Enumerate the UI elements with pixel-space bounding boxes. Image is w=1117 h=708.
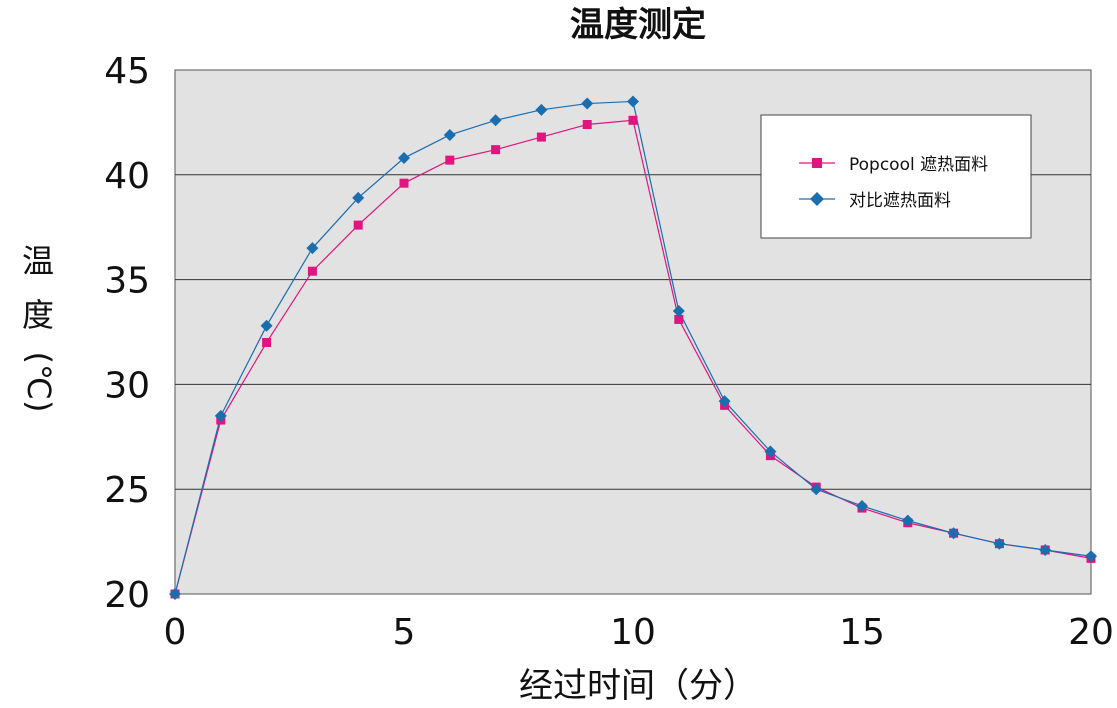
data-point-series-0 xyxy=(491,145,501,155)
x-tick-label: 5 xyxy=(393,612,416,653)
y-axis-label-char: 度 xyxy=(22,296,54,334)
data-point-series-1 xyxy=(535,103,548,116)
data-point-series-0 xyxy=(674,314,684,324)
x-tick-label: 15 xyxy=(839,612,885,653)
chart-title: 温度测定 xyxy=(570,5,706,45)
data-point-series-1 xyxy=(627,95,639,108)
legend-marker-comparison xyxy=(810,192,824,206)
legend-label-comparison: 对比遮热面料 xyxy=(849,191,951,211)
legend-box xyxy=(760,114,1032,239)
data-point-series-1 xyxy=(1085,550,1097,563)
data-point-series-1 xyxy=(810,483,823,496)
tick-labels: 20 25 30 35 40 45 0 5 10 15 20 xyxy=(104,51,1114,653)
data-point-series-1 xyxy=(352,191,365,204)
grid-lines xyxy=(175,174,1091,490)
y-tick-label: 20 xyxy=(104,575,150,616)
x-tick-label: 10 xyxy=(610,612,656,653)
data-point-series-0 xyxy=(628,115,638,125)
data-point-series-0 xyxy=(445,155,455,165)
data-point-series-1 xyxy=(443,128,456,141)
series-layer xyxy=(169,95,1097,600)
y-axis-label-char: 温 xyxy=(22,242,54,280)
data-point-series-1 xyxy=(489,114,502,127)
data-point-series-1 xyxy=(260,319,273,332)
data-point-series-1 xyxy=(856,499,868,512)
legend: Popcool 遮热面料 对比遮热面料 xyxy=(760,114,1032,239)
y-axis-label: 温 度 (℃) xyxy=(20,242,58,412)
data-point-series-1 xyxy=(1039,543,1052,556)
x-axis-label: 经过时间（分） xyxy=(519,666,757,706)
data-point-series-0 xyxy=(399,178,409,188)
data-point-series-0 xyxy=(307,266,317,276)
y-tick-label: 40 xyxy=(104,156,150,197)
legend-marker-popcool xyxy=(812,158,822,168)
data-point-series-1 xyxy=(169,588,181,600)
data-point-series-1 xyxy=(398,152,410,165)
data-point-series-1 xyxy=(993,537,1006,550)
data-point-series-0 xyxy=(353,220,363,230)
x-tick-label: 0 xyxy=(164,612,187,653)
data-point-series-1 xyxy=(947,527,960,540)
data-point-series-0 xyxy=(262,337,272,347)
data-point-series-1 xyxy=(672,305,685,318)
data-point-series-1 xyxy=(306,242,319,255)
legend-label-popcool: Popcool 遮热面料 xyxy=(849,155,988,175)
y-tick-label: 35 xyxy=(104,261,150,302)
y-axis-label-char: (℃) xyxy=(20,352,58,413)
data-point-series-1 xyxy=(581,97,594,110)
y-tick-label: 30 xyxy=(104,365,150,406)
x-tick-label: 20 xyxy=(1068,612,1114,653)
data-point-series-0 xyxy=(582,119,592,129)
data-point-series-1 xyxy=(718,395,731,408)
data-point-series-0 xyxy=(536,132,546,142)
data-point-series-1 xyxy=(214,409,227,422)
data-point-series-1 xyxy=(764,445,777,458)
y-tick-label: 25 xyxy=(104,470,150,511)
data-point-series-1 xyxy=(901,514,914,527)
y-tick-label: 45 xyxy=(104,51,150,92)
